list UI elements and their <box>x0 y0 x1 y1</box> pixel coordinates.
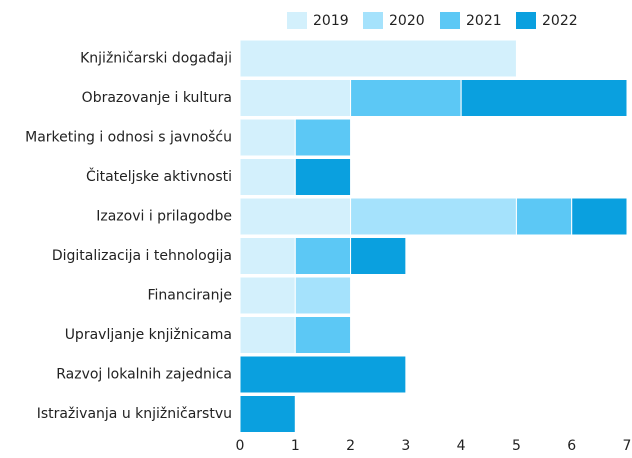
bar-segment <box>571 197 628 236</box>
bar-segment <box>350 79 462 117</box>
y-tick-label: Financiranje <box>147 288 232 304</box>
bar-segment <box>294 276 352 315</box>
y-tick-label: Razvoj lokalnih zajednica <box>56 367 232 383</box>
y-tick-label: Digitalizacija i tehnologija <box>52 248 232 264</box>
bar-segment <box>294 237 352 275</box>
legend-label: 2020 <box>389 13 425 29</box>
bar-segment <box>239 276 296 315</box>
y-tick-label: Upravljanje knjižnicama <box>65 327 232 343</box>
bar-segment <box>239 39 517 78</box>
y-tick-label: Istraživanja u knjižničarstvu <box>37 406 232 422</box>
legend-label: 2019 <box>313 13 349 29</box>
x-tick-label: 1 <box>291 438 300 454</box>
x-tick-label: 0 <box>236 438 245 454</box>
y-tick-label: Knjižničarski događaji <box>80 51 232 67</box>
legend-label: 2022 <box>542 13 578 29</box>
legend-swatch <box>516 12 536 29</box>
y-tick-label: Čitateljske aktivnosti <box>86 167 232 185</box>
bar-segment <box>239 79 352 117</box>
bar-segment <box>350 237 407 275</box>
bar-segment <box>294 158 352 196</box>
x-tick-label: 6 <box>567 438 576 454</box>
legend-swatch <box>363 12 383 29</box>
y-tick-label: Marketing i odnosi s javnošću <box>25 130 232 146</box>
bar-segment <box>350 197 517 236</box>
x-tick-label: 2 <box>346 438 355 454</box>
x-tick-label: 5 <box>512 438 521 454</box>
bar-segment <box>515 197 573 236</box>
bar-segment <box>239 237 296 275</box>
bar-segment <box>239 355 407 394</box>
bar-segment <box>239 395 296 433</box>
x-tick-label: 7 <box>623 438 632 454</box>
legend-label: 2021 <box>466 13 502 29</box>
bar-segment <box>239 197 352 236</box>
x-tick-label: 4 <box>457 438 466 454</box>
bar-segment <box>239 118 296 157</box>
bar-segment <box>239 316 296 354</box>
bar-segment <box>460 79 628 117</box>
y-tick-label: Izazovi i prilagodbe <box>96 209 232 225</box>
bar-segment <box>294 316 352 354</box>
x-tick-label: 3 <box>401 438 410 454</box>
legend-swatch <box>287 12 307 29</box>
bar-segment <box>239 158 296 196</box>
y-tick-label: Obrazovanje i kultura <box>82 90 232 106</box>
bar-segment <box>294 118 352 157</box>
legend-swatch <box>440 12 460 29</box>
